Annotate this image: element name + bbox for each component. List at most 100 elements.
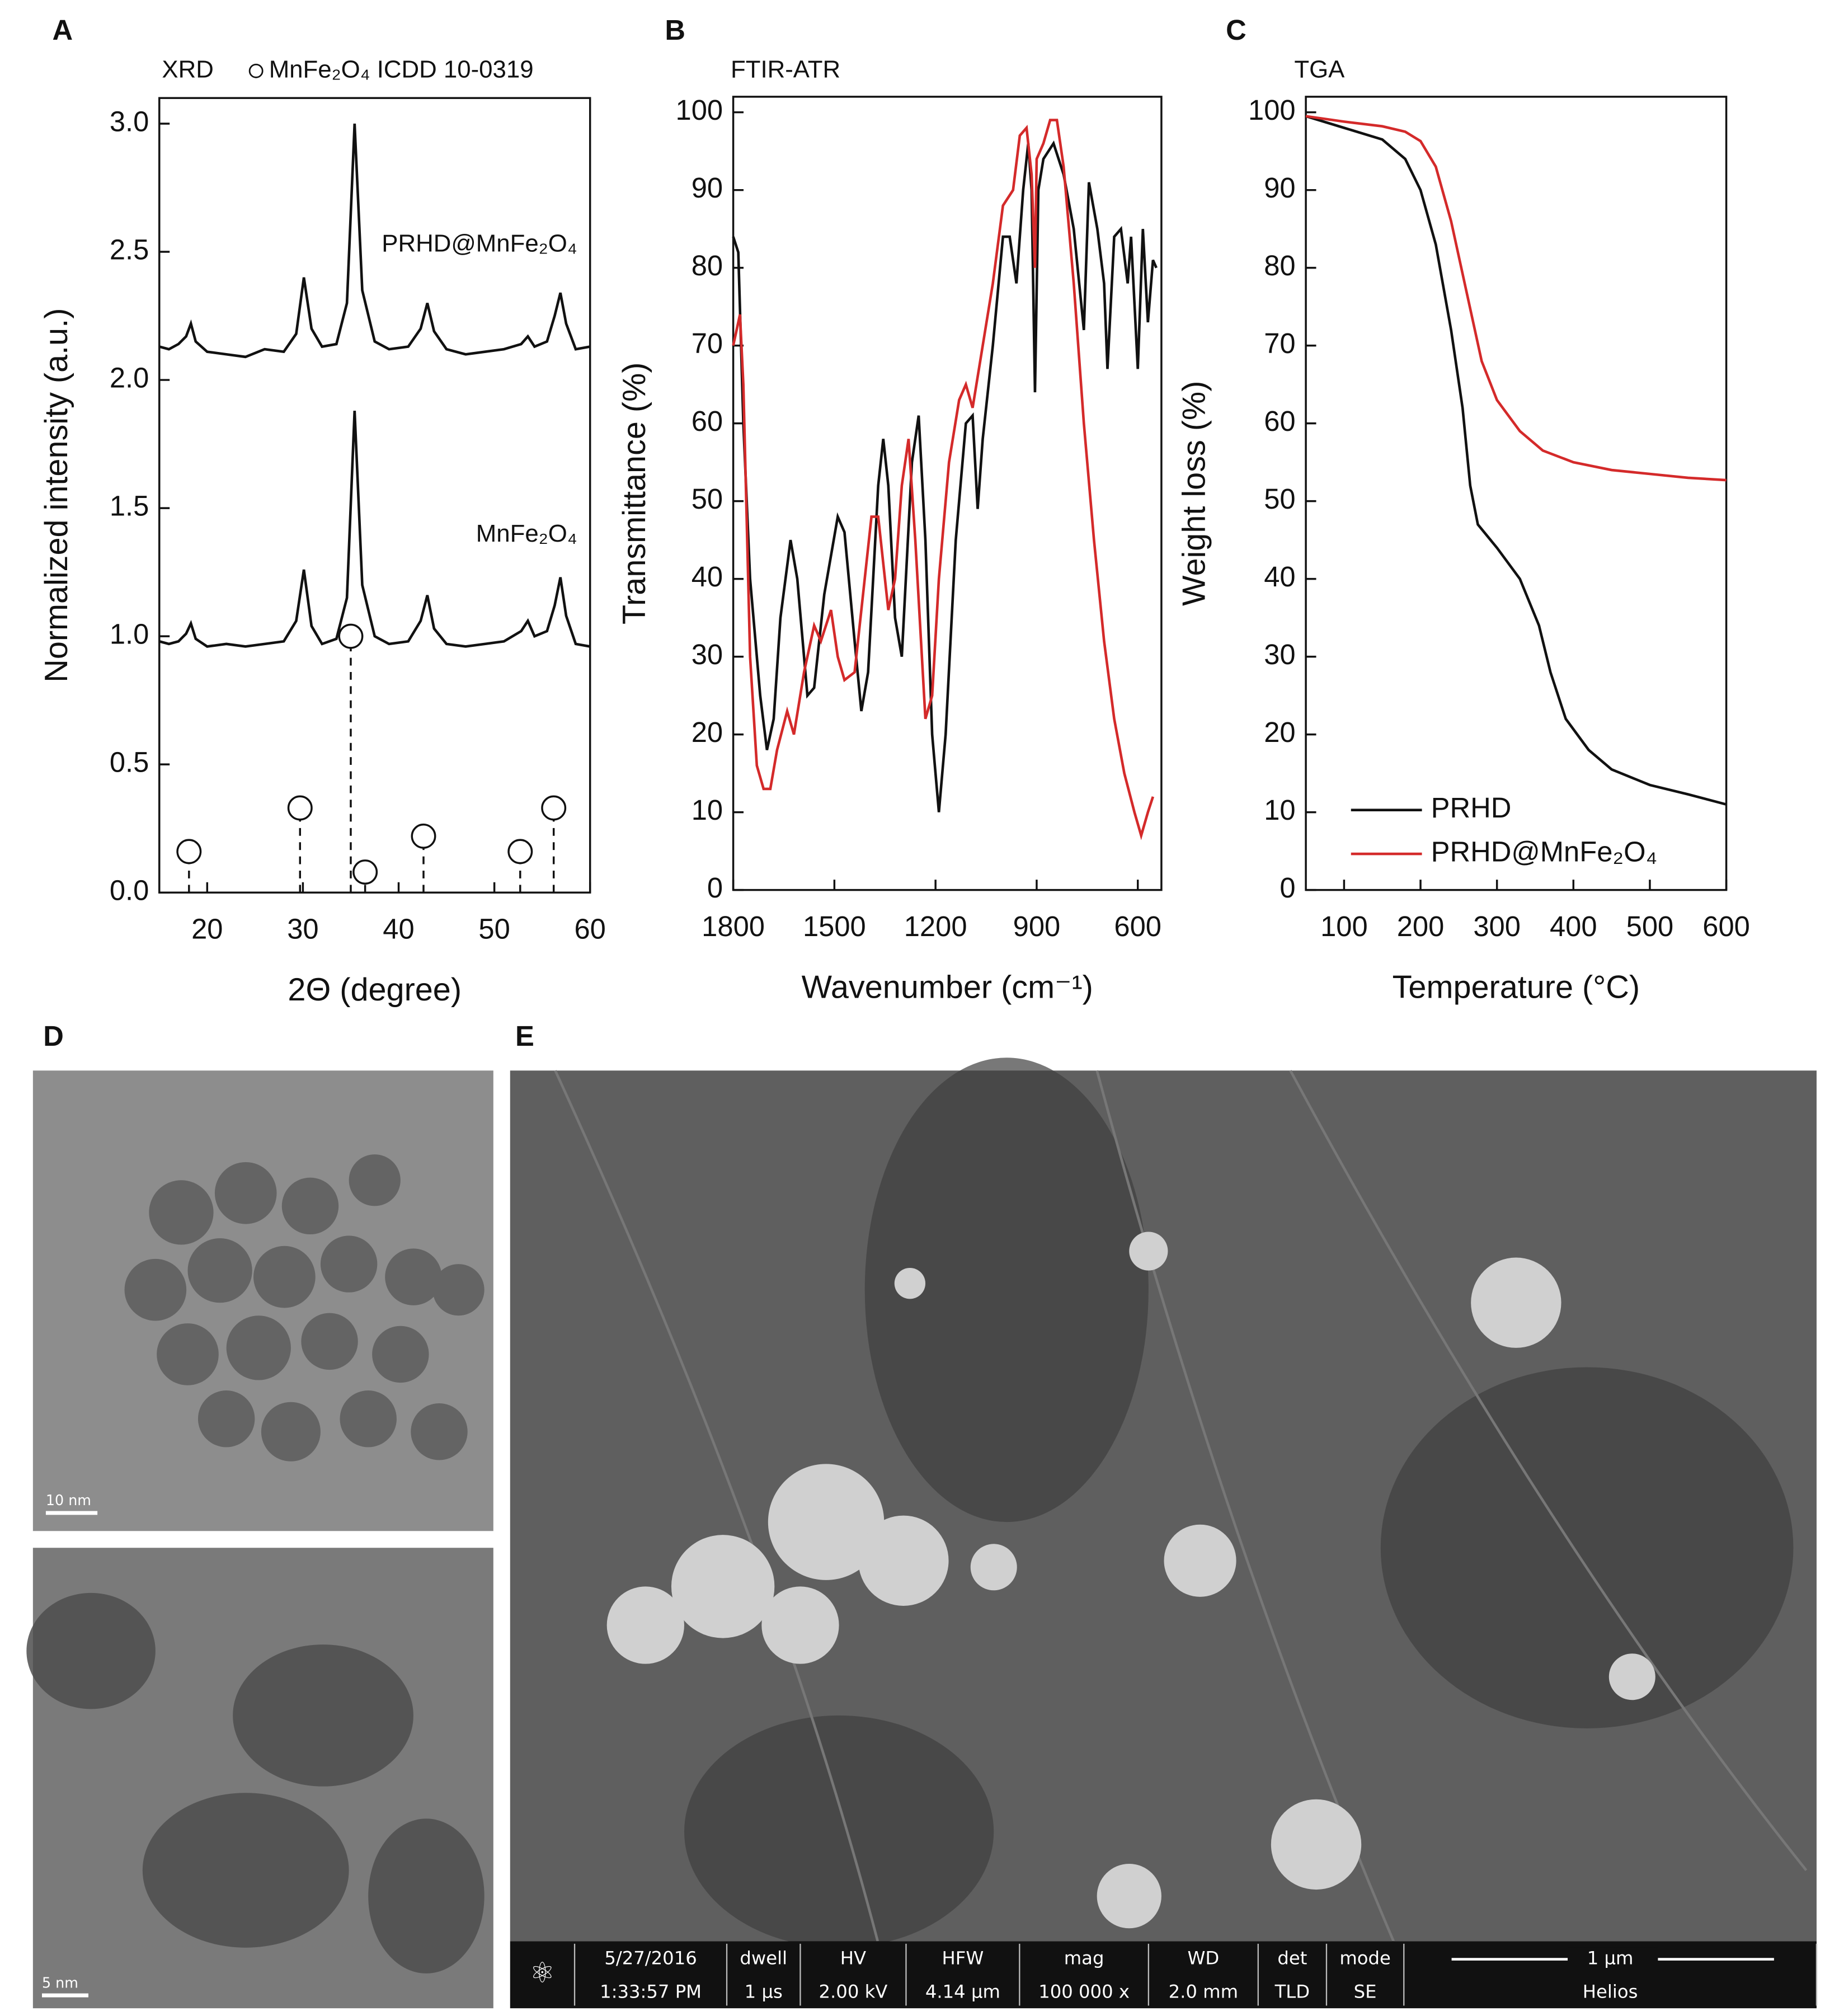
y-tick-label: 10: [692, 794, 723, 826]
x-tick-label: 1800: [702, 910, 765, 942]
tem-images: 10 nm 5 nm: [26, 1070, 493, 2009]
reference-marker: [507, 839, 533, 864]
info-text: 1 µm: [1587, 1948, 1634, 1969]
info-text: WD: [1187, 1948, 1219, 1969]
info-bar: ⚛ 5/27/2016 1:33:57 PM dwell 1 µs HV 2.00 kV HF…: [530, 1943, 1818, 2006]
x-tick-label: 100: [1320, 910, 1368, 942]
x-tick-label: 900: [1013, 910, 1061, 942]
data-line: [159, 410, 591, 648]
info-text: 1:33:57 PM: [600, 1981, 702, 2003]
panel-label: B: [665, 14, 685, 46]
y-tick-label: 50: [692, 483, 723, 515]
y-tick-label: 20: [692, 716, 723, 748]
reference-marker: [176, 839, 202, 864]
plot-frame: [732, 96, 1163, 891]
x-tick-label: 50: [478, 913, 510, 945]
scale-label: 5 nm: [42, 1974, 78, 1991]
x-tick-label: 300: [1473, 910, 1521, 942]
y-tick-label: 10: [1264, 794, 1295, 826]
info-text: 2.00 kV: [819, 1981, 888, 2003]
x-axis-label: Temperature (°C): [1393, 969, 1640, 1005]
x-tick-label: 500: [1626, 910, 1674, 942]
info-text: 100 000 x: [1038, 1981, 1130, 2003]
y-tick-label: 0: [1280, 872, 1295, 904]
x-tick-label: 60: [575, 913, 606, 945]
legend-label: MnFe₂O₄ ICDD 10-0319: [269, 55, 534, 83]
plot-frame: [158, 97, 591, 894]
chart-title: TGA: [1294, 55, 1345, 83]
y-tick-label: 30: [692, 638, 723, 670]
reference-marker: [541, 795, 567, 821]
y-tick-label: 70: [692, 327, 723, 359]
info-text: SE: [1354, 1981, 1377, 2003]
x-tick-label: 600: [1702, 910, 1750, 942]
reference-marker: [338, 623, 364, 649]
y-tick-label: 60: [1264, 405, 1295, 437]
x-tick-label: 400: [1550, 910, 1597, 942]
info-text: dwell: [740, 1948, 787, 1969]
scale-label-bg: [1568, 1947, 1658, 1971]
y-tick-label: 40: [692, 561, 723, 593]
sem-image: [510, 1058, 1817, 2009]
plot-frame: [1305, 96, 1728, 891]
y-tick-label: 90: [692, 172, 723, 204]
reference-marker: [287, 795, 313, 821]
data-line: [1305, 115, 1727, 482]
info-text: 1 µs: [745, 1981, 783, 2003]
data-line: [159, 123, 591, 359]
x-tick-label: 20: [191, 913, 223, 945]
y-axis-label: Transmittance (%): [617, 363, 652, 624]
y-tick-label: 90: [1264, 172, 1295, 204]
x-tick-label: 200: [1397, 910, 1445, 942]
y-tick-label: 40: [1264, 561, 1295, 593]
y-tick-label: 80: [692, 250, 723, 281]
x-tick-label: 30: [287, 913, 318, 945]
x-tick-label: 1200: [904, 910, 967, 942]
info-text: 5/27/2016: [604, 1948, 697, 1969]
info-text: mag: [1064, 1948, 1104, 1969]
legend-label: PRHD@MnFe₂O₄: [1431, 835, 1658, 867]
panel-label: A: [52, 14, 73, 46]
y-tick-label: 80: [1264, 250, 1295, 281]
x-tick-label: 40: [383, 913, 414, 945]
legend-marker: [248, 63, 264, 78]
panel-label: E: [515, 1020, 534, 1052]
info-text: 2.0 mm: [1169, 1981, 1238, 2003]
scale-label: 10 nm: [46, 1492, 91, 1509]
x-axis-label: Wavenumber (cm⁻¹): [802, 969, 1093, 1005]
reference-marker: [352, 859, 378, 885]
info-text: HFW: [942, 1948, 984, 1969]
logo: ⚛: [530, 1956, 555, 1989]
info-text: det: [1277, 1948, 1307, 1969]
y-tick-label: 0.0: [110, 875, 149, 906]
legend-label: PRHD: [1431, 792, 1512, 824]
y-tick-label: 1.5: [110, 490, 149, 521]
y-tick-label: 70: [1264, 327, 1295, 359]
y-tick-label: 30: [1264, 638, 1295, 670]
panel-label: D: [43, 1020, 64, 1052]
reference-marker: [411, 823, 436, 849]
data-line: [732, 140, 1158, 812]
info-text: 4.14 µm: [925, 1981, 1000, 2003]
y-tick-label: 60: [692, 405, 723, 437]
info-text: HV: [840, 1948, 866, 1969]
y-tick-label: 0: [707, 872, 723, 904]
y-tick-label: 1.0: [110, 618, 149, 650]
info-text: TLD: [1274, 1981, 1310, 2003]
y-axis-label: Weight loss (%): [1176, 381, 1212, 606]
y-tick-label: 100: [676, 94, 723, 126]
y-tick-label: 50: [1264, 483, 1295, 515]
y-tick-label: 2.0: [110, 361, 149, 393]
series-label: PRHD@MnFe₂O₄: [382, 230, 577, 257]
data-line: [732, 119, 1155, 840]
chart-title: FTIR-ATR: [731, 55, 840, 83]
panel-label: C: [1226, 14, 1247, 46]
y-tick-label: 20: [1264, 716, 1295, 748]
y-tick-label: 100: [1248, 94, 1296, 126]
x-tick-label: 1500: [803, 910, 866, 942]
info-text: Helios: [1583, 1981, 1638, 2003]
y-tick-label: 0.5: [110, 746, 149, 778]
y-tick-label: 3.0: [110, 105, 149, 137]
